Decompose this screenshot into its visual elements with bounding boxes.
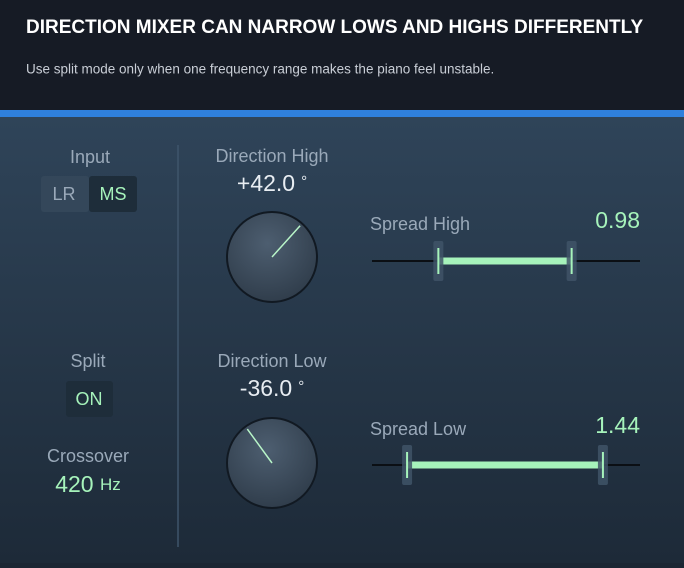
- lr-text: LR: [52, 184, 75, 204]
- lr-button[interactable]: [41, 176, 89, 212]
- crossover-label: Crossover: [47, 446, 129, 466]
- knob-pointer: [271, 225, 301, 258]
- knob-value: +42.0: [237, 170, 295, 196]
- slider-label: Spread Low: [370, 419, 467, 439]
- header-bg: [0, 0, 684, 110]
- title: DIRECTION MIXER CAN NARROW LOWS AND HIGH…: [26, 17, 643, 38]
- subtitle: Use split mode only when one frequency r…: [26, 62, 494, 77]
- split-value: ON: [76, 389, 103, 409]
- crossover-value: 420: [55, 471, 93, 497]
- knob-pointer: [246, 428, 273, 464]
- knob-unit: °: [301, 173, 307, 190]
- slider-range: [407, 461, 603, 469]
- knob-label: Direction High: [215, 146, 328, 166]
- knob-unit: °: [298, 378, 304, 395]
- ms-text: MS: [100, 184, 127, 204]
- knob-readout: -36.0 °: [240, 375, 304, 401]
- ms-button[interactable]: [89, 176, 137, 212]
- crossover-readout: 420 Hz: [55, 471, 121, 497]
- slider-range: [438, 257, 572, 265]
- split-label: Split: [70, 351, 105, 371]
- input-label: Input: [70, 147, 110, 167]
- slider-value: 0.98: [595, 207, 640, 233]
- accent-bar: [0, 110, 684, 117]
- knob-readout: +42.0 °: [237, 170, 307, 196]
- knob-label: Direction Low: [217, 351, 327, 371]
- knob-value: -36.0: [240, 375, 292, 401]
- split-button[interactable]: [66, 381, 113, 417]
- slider-value: 1.44: [595, 412, 640, 438]
- slider-label: Spread High: [370, 214, 470, 234]
- crossover-unit: Hz: [100, 475, 121, 494]
